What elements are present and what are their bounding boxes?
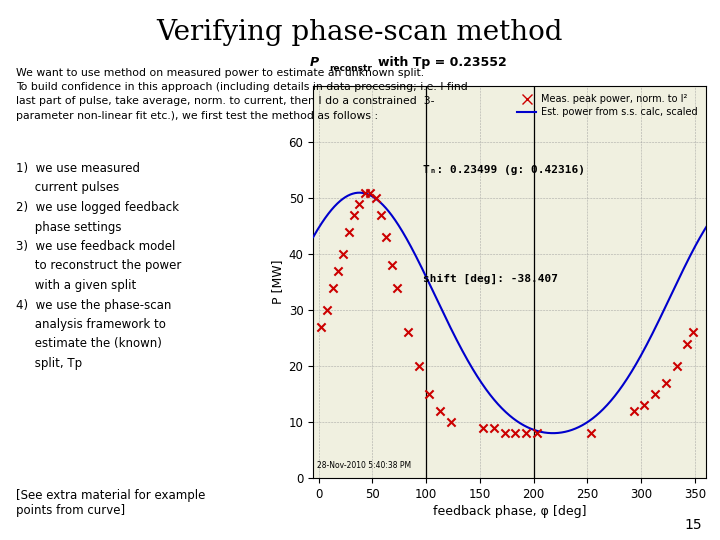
Point bbox=[423, 390, 435, 399]
Text: 15: 15 bbox=[685, 518, 702, 532]
Point bbox=[649, 390, 661, 399]
Point bbox=[671, 362, 683, 370]
Point bbox=[628, 407, 639, 415]
Text: shift [deg]: -38.407: shift [deg]: -38.407 bbox=[423, 274, 558, 285]
Text: We want to use method on measured power to estimate an unknown split.
To build c: We want to use method on measured power … bbox=[16, 68, 467, 121]
Text: 28-Nov-2010 5:40:38 PM: 28-Nov-2010 5:40:38 PM bbox=[317, 461, 411, 470]
Point bbox=[521, 429, 532, 437]
Point bbox=[354, 200, 365, 208]
Text: 1)  we use measured
     current pulses
2)  we use logged feedback
     phase se: 1) we use measured current pulses 2) we … bbox=[16, 162, 181, 370]
Point bbox=[321, 306, 333, 314]
Legend: Meas. peak power, norm. to I², Est. power from s.s. calc, scaled: Meas. peak power, norm. to I², Est. powe… bbox=[514, 91, 701, 120]
Y-axis label: P [MW]: P [MW] bbox=[271, 260, 284, 305]
Point bbox=[359, 188, 371, 197]
Point bbox=[531, 429, 543, 437]
Text: Verifying phase-scan method: Verifying phase-scan method bbox=[157, 19, 563, 46]
Point bbox=[386, 261, 397, 269]
Point bbox=[364, 188, 376, 197]
Text: P: P bbox=[310, 56, 318, 69]
Point bbox=[315, 322, 326, 331]
Point bbox=[381, 233, 392, 242]
Point bbox=[391, 284, 402, 292]
Point bbox=[332, 267, 343, 275]
Text: reconstr: reconstr bbox=[329, 64, 372, 73]
Point bbox=[348, 211, 360, 219]
Point bbox=[413, 362, 424, 370]
Point bbox=[510, 429, 521, 437]
Point bbox=[445, 417, 456, 426]
Point bbox=[639, 401, 650, 409]
Point bbox=[687, 328, 698, 337]
Point bbox=[488, 423, 500, 432]
Point bbox=[682, 339, 693, 348]
Point bbox=[499, 429, 510, 437]
Point bbox=[338, 250, 349, 259]
Point bbox=[327, 284, 338, 292]
Text: with Tp = 0.23552: with Tp = 0.23552 bbox=[378, 56, 507, 69]
Point bbox=[343, 227, 354, 236]
Point bbox=[375, 211, 387, 219]
X-axis label: feedback phase, φ [deg]: feedback phase, φ [deg] bbox=[433, 505, 586, 518]
Text: [See extra material for example
points from curve]: [See extra material for example points f… bbox=[16, 489, 205, 517]
Point bbox=[660, 379, 672, 387]
Point bbox=[585, 429, 596, 437]
Point bbox=[477, 423, 489, 432]
Point bbox=[402, 328, 413, 337]
Text: Tₙ: 0.23499 (g: 0.42316): Tₙ: 0.23499 (g: 0.42316) bbox=[423, 165, 585, 174]
Point bbox=[434, 407, 446, 415]
Point bbox=[370, 194, 382, 202]
